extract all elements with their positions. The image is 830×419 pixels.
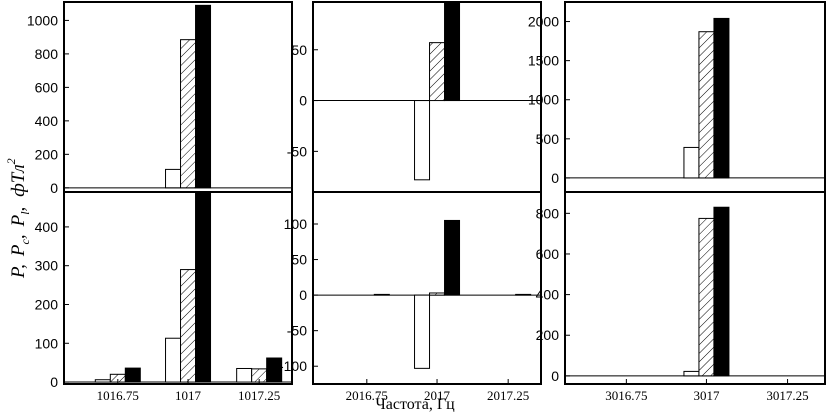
bars-a1 bbox=[64, 4, 292, 189]
bar-black-1017 bbox=[195, 4, 212, 189]
bar-black-1016.75 bbox=[124, 367, 141, 383]
bar-black-3017 bbox=[713, 17, 730, 179]
ytick-label: 0 bbox=[299, 287, 307, 303]
bar-white-2017 bbox=[414, 294, 431, 369]
xtick-label: 1017 bbox=[175, 388, 202, 403]
ytick-label: 300 bbox=[35, 258, 59, 274]
ytick-label: -50 bbox=[287, 143, 307, 159]
bars-b2 bbox=[313, 219, 541, 369]
xtick-label: 3017.25 bbox=[766, 388, 808, 403]
panel-b2: -100 -50 0 50 100 2016.75 2017 2017.25 bbox=[279, 191, 542, 403]
bars-a3 bbox=[565, 17, 825, 179]
bar-hatched-3017 bbox=[698, 31, 715, 179]
bar-black-3017 bbox=[713, 206, 730, 377]
bar-black-1017 bbox=[195, 192, 212, 383]
bar-hatched-2017 bbox=[429, 42, 446, 102]
y-axis-label: P,Pc,Pl,фTл2 bbox=[4, 158, 30, 279]
bar-hatched-1017 bbox=[180, 269, 197, 383]
panel-a1: 0 200 400 600 800 1000 bbox=[27, 1, 293, 196]
ytick-label: 400 bbox=[35, 113, 59, 129]
xtick-label: 2017.25 bbox=[487, 388, 529, 403]
bar-white-2017 bbox=[414, 100, 431, 181]
panel-a2: -50 0 50 bbox=[287, 1, 542, 193]
ytick-label: 800 bbox=[35, 46, 59, 62]
xtick-label: 1017.25 bbox=[238, 388, 280, 403]
x-axis-label: Частота, Гц bbox=[375, 396, 455, 413]
xtick-label: 2016.75 bbox=[346, 388, 388, 403]
bar-black-2017.25 bbox=[515, 293, 532, 296]
panel-frame bbox=[63, 1, 293, 193]
ytick-label: 0 bbox=[50, 374, 58, 390]
panel-frame bbox=[63, 191, 293, 385]
ytick-label: 400 bbox=[35, 219, 59, 235]
ytick-label: 0 bbox=[50, 180, 58, 196]
svg-text:P,Pc,Pl,фTл2: P,Pc,Pl,фTл2 bbox=[4, 158, 30, 279]
bars-a2 bbox=[313, 2, 541, 181]
bar-black-2016.75 bbox=[373, 293, 390, 296]
ytick-label: 200 bbox=[35, 146, 59, 162]
ytick-label: 2000 bbox=[528, 14, 559, 30]
panel-frame bbox=[312, 191, 542, 385]
bar-white-3017 bbox=[683, 370, 700, 377]
bar-white-1017 bbox=[165, 168, 182, 189]
bar-black-1017.25 bbox=[266, 357, 283, 383]
bar-hatched-1017 bbox=[180, 39, 197, 189]
xtick-label: 3016.75 bbox=[605, 388, 647, 403]
bar-white-1016.75 bbox=[94, 379, 111, 383]
ytick-label: 50 bbox=[291, 252, 307, 268]
ytick-label: 1500 bbox=[528, 53, 559, 69]
ytick-label: 50 bbox=[291, 42, 307, 58]
ytick-label: 500 bbox=[536, 131, 560, 147]
xtick-label: 3017 bbox=[693, 388, 720, 403]
ytick-label: 600 bbox=[536, 246, 560, 262]
bar-white-1017 bbox=[165, 337, 182, 383]
bar-hatched-3017 bbox=[698, 217, 715, 377]
bars-b3 bbox=[565, 206, 825, 377]
ytick-label: 0 bbox=[551, 368, 559, 384]
panel-a3: 0 500 1000 1500 2000 bbox=[528, 1, 826, 193]
ytick-label: 0 bbox=[551, 170, 559, 186]
panel-frame bbox=[564, 191, 826, 385]
ytick-label: 100 bbox=[284, 216, 308, 232]
ytick-label: 400 bbox=[536, 287, 560, 303]
ytick-label: 1000 bbox=[528, 92, 559, 108]
bar-black-2017 bbox=[444, 2, 461, 102]
xtick-label: 2017 bbox=[424, 388, 451, 403]
ytick-label: 1000 bbox=[27, 12, 58, 28]
ytick-label: 200 bbox=[35, 296, 59, 312]
xtick-label: 1016.75 bbox=[97, 388, 139, 403]
panel-b3: 0 200 400 600 800 3016.75 3017 3017.25 bbox=[536, 191, 826, 403]
ytick-label: 800 bbox=[536, 205, 560, 221]
ytick-label: 200 bbox=[536, 327, 560, 343]
ytick-label: 100 bbox=[35, 335, 59, 351]
bar-white-1017.25 bbox=[236, 367, 253, 383]
ytick-label: -100 bbox=[279, 358, 307, 374]
bar-black-2017 bbox=[444, 219, 461, 296]
bar-hatched-2017 bbox=[429, 292, 446, 296]
ytick-label: 600 bbox=[35, 79, 59, 95]
ytick-label: -50 bbox=[287, 323, 307, 339]
bars-b1 bbox=[64, 192, 292, 383]
ytick-label: 0 bbox=[299, 93, 307, 109]
panel-b1: 0 100 200 300 400 1016.75 1017 1017.25 bbox=[35, 191, 293, 403]
bar-white-3017 bbox=[683, 146, 700, 179]
